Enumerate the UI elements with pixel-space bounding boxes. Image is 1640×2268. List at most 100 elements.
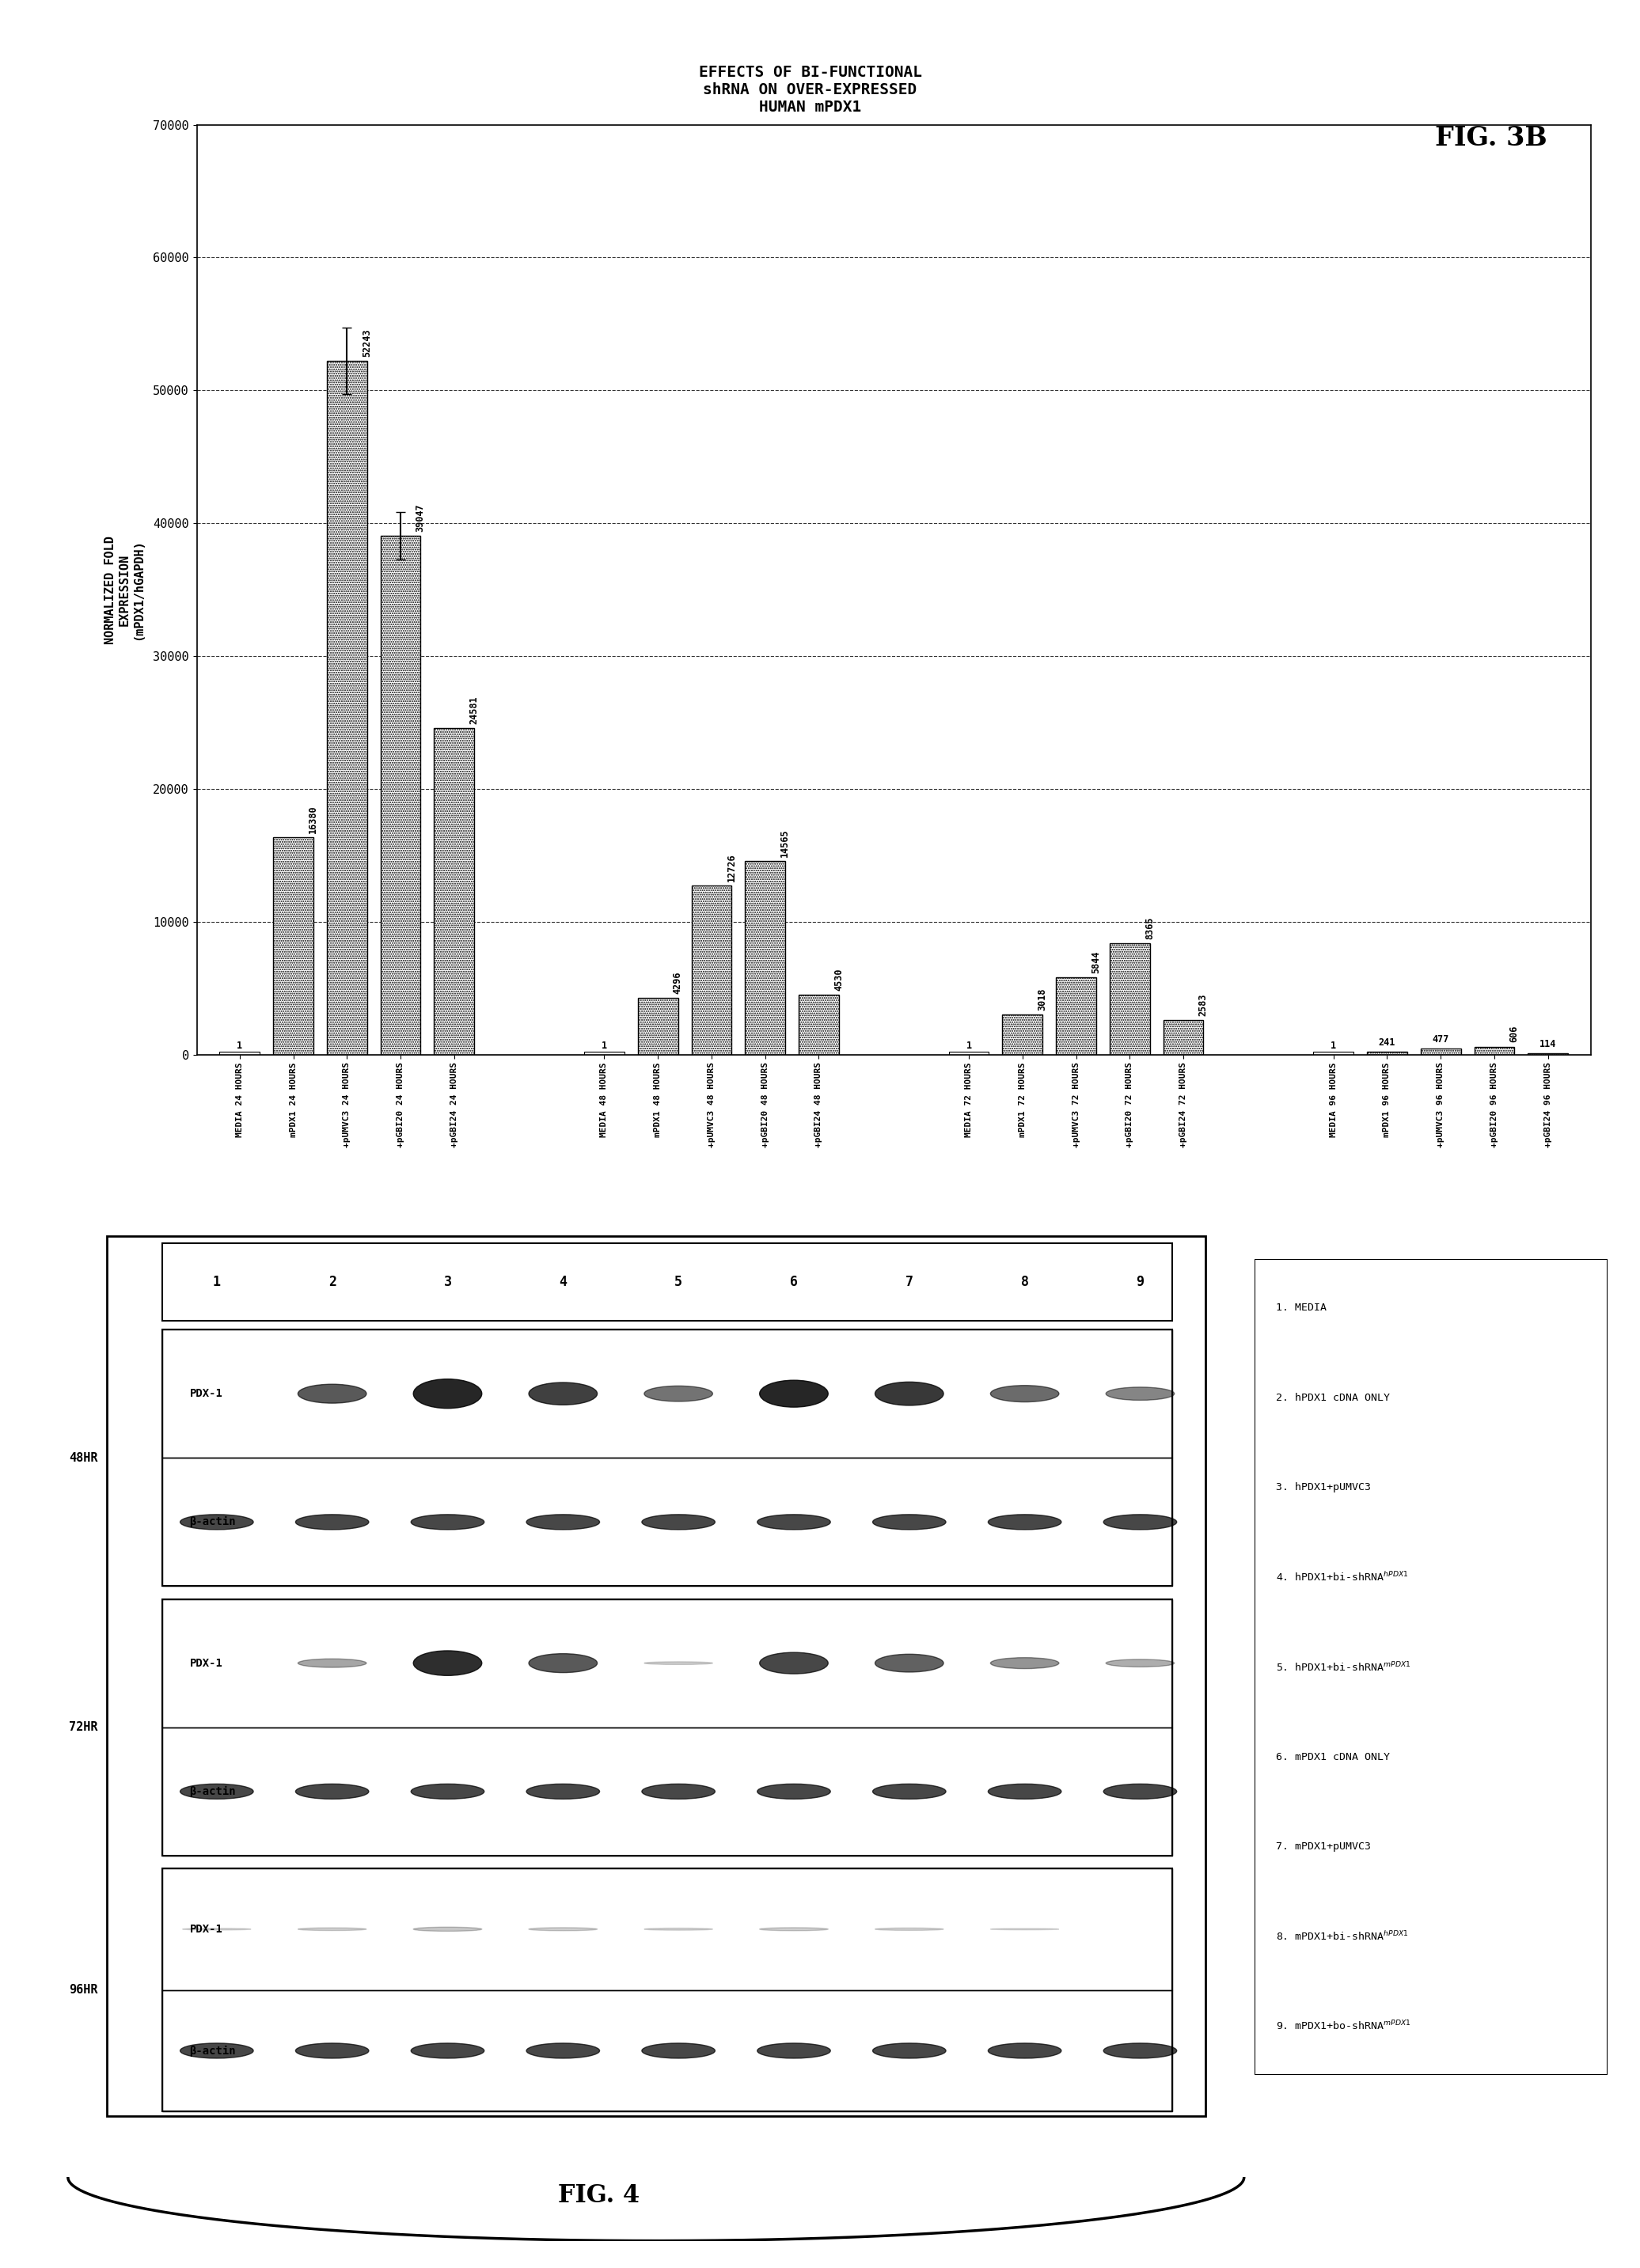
Bar	[162, 1989, 1173, 2112]
Bar	[1163, 1021, 1204, 1055]
Text: 5. hPDX1+bi-shRNA$^{mPDX1}$: 5. hPDX1+bi-shRNA$^{mPDX1}$	[1276, 1660, 1410, 1674]
Ellipse shape	[298, 1383, 366, 1404]
Ellipse shape	[991, 1386, 1059, 1402]
Text: 1: 1	[602, 1041, 607, 1050]
Ellipse shape	[758, 1785, 830, 1799]
Text: β-actin: β-actin	[190, 1517, 236, 1529]
Text: PDX-1: PDX-1	[190, 1388, 223, 1399]
Ellipse shape	[413, 1379, 482, 1408]
Text: 4296: 4296	[672, 971, 682, 993]
Ellipse shape	[412, 2043, 484, 2059]
Text: 14565: 14565	[781, 830, 790, 857]
Text: 606: 606	[1509, 1025, 1519, 1043]
Text: 7. mPDX1+pUMVC3: 7. mPDX1+pUMVC3	[1276, 1842, 1371, 1851]
Ellipse shape	[872, 2043, 946, 2059]
Bar	[1368, 1052, 1407, 1055]
Ellipse shape	[876, 1381, 943, 1406]
Text: 5844: 5844	[1091, 950, 1100, 973]
Ellipse shape	[987, 2043, 1061, 2059]
Text: 39047: 39047	[415, 503, 425, 533]
Text: 1: 1	[966, 1041, 971, 1050]
Text: 4. hPDX1+bi-shRNA$^{hPDX1}$: 4. hPDX1+bi-shRNA$^{hPDX1}$	[1276, 1572, 1409, 1583]
Ellipse shape	[413, 1928, 482, 1932]
Ellipse shape	[876, 1928, 943, 1930]
Bar	[162, 1458, 1173, 1585]
Ellipse shape	[641, 2043, 715, 2059]
Bar	[162, 1329, 1173, 1585]
Text: 1: 1	[236, 1041, 243, 1050]
Ellipse shape	[991, 1658, 1059, 1669]
Text: 241: 241	[1379, 1036, 1396, 1048]
Bar	[638, 998, 677, 1055]
Text: 9. mPDX1+bo-shRNA$^{mPDX1}$: 9. mPDX1+bo-shRNA$^{mPDX1}$	[1276, 2021, 1410, 2032]
Bar	[799, 993, 838, 1055]
Bar	[326, 361, 367, 1055]
Ellipse shape	[528, 1928, 597, 1930]
Ellipse shape	[295, 2043, 369, 2059]
Title: EFFECTS OF BI-FUNCTIONAL
shRNA ON OVER-EXPRESSED
HUMAN mPDX1: EFFECTS OF BI-FUNCTIONAL shRNA ON OVER-E…	[699, 66, 922, 116]
Text: 1. MEDIA: 1. MEDIA	[1276, 1302, 1327, 1313]
Ellipse shape	[1105, 1660, 1174, 1667]
Bar	[220, 1052, 259, 1055]
Ellipse shape	[413, 1651, 482, 1676]
Text: 1: 1	[1330, 1041, 1337, 1050]
Text: 8. mPDX1+bi-shRNA$^{hPDX1}$: 8. mPDX1+bi-shRNA$^{hPDX1}$	[1276, 1930, 1409, 1944]
Ellipse shape	[876, 1653, 943, 1672]
Ellipse shape	[180, 1515, 253, 1529]
Bar	[584, 1052, 625, 1055]
Ellipse shape	[1104, 2043, 1178, 2059]
Ellipse shape	[298, 1658, 366, 1667]
Ellipse shape	[526, 2043, 600, 2059]
Text: 477: 477	[1432, 1034, 1450, 1043]
Y-axis label: NORMALIZED FOLD
EXPRESSION
(mPDX1/hGAPDH): NORMALIZED FOLD EXPRESSION (mPDX1/hGAPDH…	[105, 535, 144, 644]
Bar	[950, 1052, 989, 1055]
Text: 114: 114	[1540, 1039, 1556, 1050]
Bar	[692, 885, 731, 1055]
Text: PDX-1: PDX-1	[190, 1658, 223, 1669]
Ellipse shape	[758, 1515, 830, 1529]
Bar	[162, 1599, 1173, 1855]
Bar	[162, 1329, 1173, 1458]
Bar	[162, 1243, 1173, 1320]
Text: 8: 8	[1020, 1275, 1028, 1290]
Text: 3018: 3018	[1036, 989, 1048, 1012]
Ellipse shape	[528, 1653, 597, 1672]
Bar	[1002, 1014, 1043, 1055]
Bar	[435, 728, 474, 1055]
Text: 3: 3	[444, 1275, 451, 1290]
Ellipse shape	[987, 1785, 1061, 1799]
Bar	[1056, 978, 1096, 1055]
Ellipse shape	[759, 1653, 828, 1674]
Ellipse shape	[526, 1515, 600, 1529]
Bar	[1420, 1048, 1461, 1055]
Text: FIG. 4: FIG. 4	[558, 2184, 640, 2207]
Ellipse shape	[298, 1928, 366, 1930]
Text: 1: 1	[213, 1275, 221, 1290]
Ellipse shape	[412, 1785, 484, 1799]
Text: 2583: 2583	[1199, 993, 1209, 1016]
Text: 24581: 24581	[469, 696, 479, 723]
Ellipse shape	[1105, 1388, 1174, 1399]
Text: 12726: 12726	[727, 853, 736, 882]
Text: FIG. 3B: FIG. 3B	[1435, 125, 1547, 152]
Ellipse shape	[641, 1785, 715, 1799]
Text: β-actin: β-actin	[190, 1785, 236, 1796]
Ellipse shape	[526, 1785, 600, 1799]
Bar	[162, 1869, 1173, 2112]
Ellipse shape	[645, 1386, 713, 1402]
Ellipse shape	[987, 1515, 1061, 1529]
Bar	[380, 535, 420, 1055]
Bar	[1314, 1052, 1353, 1055]
Text: 52243: 52243	[362, 329, 372, 356]
Text: β-actin: β-actin	[190, 2046, 236, 2057]
Text: 7: 7	[905, 1275, 913, 1290]
Text: 48HR: 48HR	[69, 1452, 98, 1463]
Bar	[1474, 1046, 1514, 1055]
Text: PDX-1: PDX-1	[190, 1923, 223, 1935]
Ellipse shape	[1104, 1515, 1178, 1529]
Ellipse shape	[295, 1785, 369, 1799]
Text: 72HR: 72HR	[69, 1721, 98, 1733]
Text: 6: 6	[790, 1275, 797, 1290]
Ellipse shape	[759, 1928, 828, 1930]
Ellipse shape	[528, 1383, 597, 1404]
